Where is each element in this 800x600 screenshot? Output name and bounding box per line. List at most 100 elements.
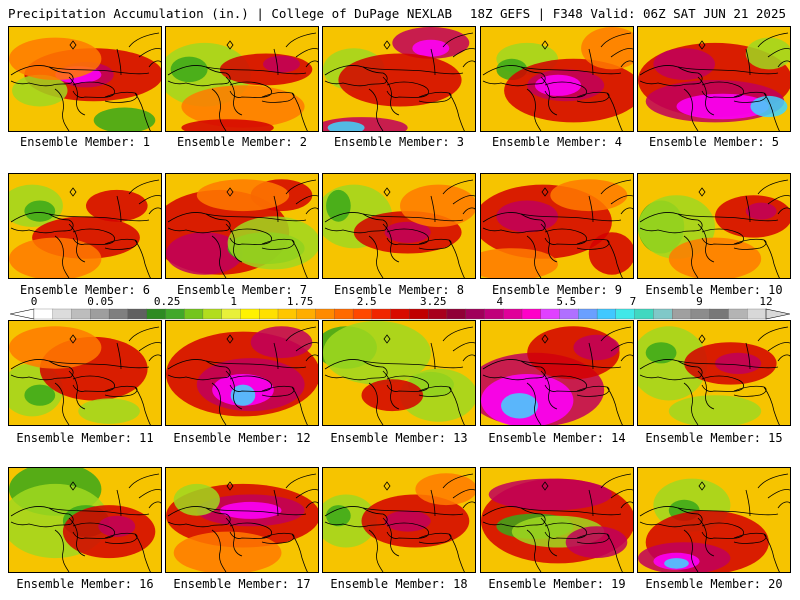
- boundary-line: [697, 517, 715, 557]
- boundary-line: [386, 375, 429, 392]
- colorbar-swatch: [33, 308, 54, 320]
- title-left: Precipitation Accumulation (in.) | Colle…: [8, 6, 453, 21]
- boundary-line: [134, 92, 151, 131]
- boundary-line: [777, 501, 790, 509]
- map-panel-6: [8, 173, 162, 279]
- boundary-line: [452, 342, 475, 352]
- boundary-line: [576, 532, 610, 544]
- colorbar-label: 4: [496, 295, 504, 308]
- boundary-line: [462, 501, 475, 509]
- colorbar-swatch: [728, 308, 748, 320]
- member-caption: Ensemble Member: 14: [488, 431, 626, 445]
- boundary-line: [430, 195, 436, 223]
- boundary-line: [767, 342, 790, 352]
- boundary-line: [683, 88, 699, 131]
- precip-region: [250, 326, 313, 359]
- boundary-line: [606, 92, 623, 131]
- boundary-line: [418, 385, 452, 397]
- boundary-line: [576, 238, 610, 250]
- boundary-line: [757, 32, 789, 48]
- precip-map: [9, 468, 161, 572]
- precip-map: [323, 174, 475, 278]
- colorbar-swatch: [578, 308, 598, 320]
- boundary-line: [295, 195, 318, 205]
- member-caption: Ensemble Member: 13: [330, 431, 468, 445]
- colorbar-swatch: [146, 308, 166, 320]
- map-panel-15: [637, 320, 791, 426]
- boundary-line: [418, 238, 452, 250]
- precip-region: [715, 352, 762, 374]
- boundary-line: [54, 235, 70, 278]
- boundary-line: [68, 517, 86, 557]
- colorbar-swatch: [559, 308, 579, 320]
- precip-map: [9, 321, 161, 425]
- member-caption: Ensemble Member: 4: [491, 135, 623, 149]
- boundary-line: [606, 386, 623, 425]
- precip-region: [9, 37, 102, 80]
- precip-region: [219, 501, 282, 519]
- precip-region: [170, 56, 208, 83]
- station-marker: [69, 481, 77, 491]
- map-panel-12: [165, 320, 319, 426]
- precip-map: [323, 321, 475, 425]
- precip-region: [173, 483, 220, 516]
- map-outlines: [167, 32, 318, 131]
- station-marker: [69, 187, 77, 197]
- boundary-line: [544, 522, 587, 539]
- boundary-line: [128, 326, 160, 342]
- colorbar-swatch: [709, 308, 729, 320]
- map-outlines: [167, 473, 318, 572]
- boundary-line: [745, 48, 751, 76]
- boundary-line: [606, 239, 623, 278]
- boundary-line: [211, 382, 227, 425]
- boundary-line: [697, 76, 715, 116]
- precip-map: [9, 27, 161, 131]
- precip-region: [227, 216, 318, 270]
- boundary-line: [526, 235, 542, 278]
- map-panel-11: [8, 320, 162, 426]
- boundary-line: [610, 195, 633, 205]
- boundary-line: [148, 60, 161, 68]
- precip-map: [638, 27, 790, 131]
- precip-region: [361, 379, 424, 412]
- precip-region: [181, 85, 305, 128]
- boundary-line: [745, 489, 751, 517]
- precip-region: [12, 74, 68, 107]
- boundary-line: [205, 66, 307, 75]
- boundary-line: [138, 195, 161, 205]
- station-marker: [698, 187, 706, 197]
- boundary-line: [610, 342, 633, 352]
- boundary-line: [295, 489, 318, 499]
- precip-map: [166, 174, 318, 278]
- boundary-line: [576, 385, 610, 397]
- boundary-line: [588, 489, 594, 517]
- boundary-line: [148, 207, 161, 215]
- boundary-line: [261, 238, 295, 250]
- colorbar-label: 0.05: [87, 295, 114, 308]
- precip-region: [501, 393, 538, 419]
- member-caption: Ensemble Member: 6: [19, 283, 151, 297]
- boundary-line: [448, 92, 465, 131]
- station-marker: [226, 40, 234, 50]
- boundary-line: [452, 489, 475, 499]
- precip-region: [323, 321, 431, 385]
- map-outlines: [10, 179, 161, 278]
- boundary-line: [418, 91, 452, 103]
- colorbar-swatch: [615, 308, 636, 320]
- boundary-line: [777, 354, 790, 362]
- boundary-line: [382, 370, 400, 410]
- map-panel-20: [637, 467, 791, 573]
- boundary-line: [697, 370, 715, 410]
- precip-region: [196, 179, 290, 212]
- boundary-line: [540, 223, 558, 263]
- colorbar-swatch: [521, 308, 542, 320]
- boundary-line: [745, 342, 751, 370]
- boundary-line: [576, 91, 610, 103]
- boundary-line: [54, 382, 70, 425]
- boundary-line: [462, 60, 475, 68]
- boundary-line: [291, 239, 308, 278]
- boundary-line: [683, 529, 699, 572]
- map-outlines: [10, 326, 161, 425]
- boundary-line: [362, 213, 464, 222]
- boundary-line: [600, 32, 632, 48]
